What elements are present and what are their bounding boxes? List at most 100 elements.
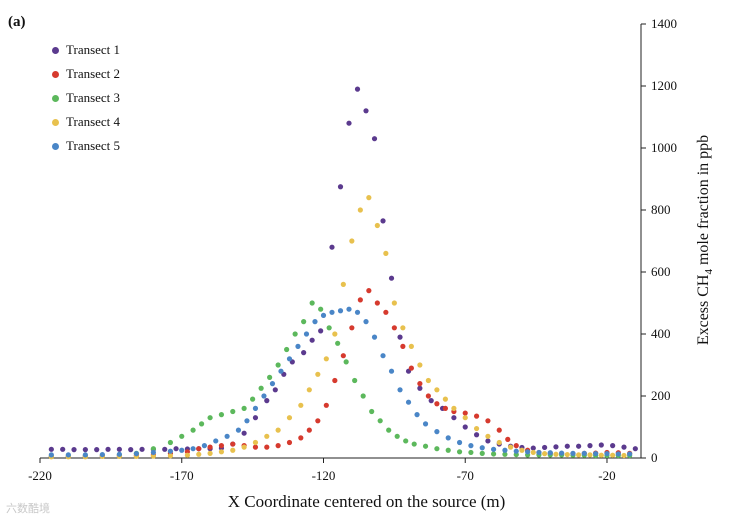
- y-tick-label: 1400: [651, 16, 677, 31]
- data-point: [196, 451, 202, 457]
- data-point: [564, 443, 570, 449]
- data-point: [82, 447, 88, 453]
- data-point: [502, 447, 508, 453]
- data-point: [456, 449, 463, 455]
- data-point: [340, 353, 346, 359]
- data-point: [408, 343, 414, 349]
- data-point: [278, 368, 284, 374]
- data-point: [94, 447, 100, 453]
- data-point: [374, 300, 380, 306]
- data-point: [167, 439, 174, 446]
- data-point: [343, 359, 349, 365]
- data-point: [357, 207, 363, 213]
- data-point: [610, 443, 616, 449]
- data-point: [241, 444, 247, 450]
- plot-area-frame: [40, 24, 641, 458]
- data-point: [627, 451, 633, 457]
- data-point: [286, 439, 293, 446]
- y-tick-label: 600: [651, 264, 671, 279]
- x-axis-label: X Coordinate centered on the source (m): [227, 492, 506, 511]
- data-point: [349, 325, 355, 331]
- panel-label: (a): [8, 14, 26, 30]
- data-point: [383, 309, 389, 315]
- data-point: [196, 446, 202, 452]
- data-point: [315, 371, 321, 377]
- x-tick-label: -220: [28, 468, 52, 483]
- data-point: [352, 377, 358, 384]
- data-point: [542, 451, 548, 457]
- data-point: [269, 381, 276, 387]
- data-point: [422, 421, 429, 427]
- y-axis-label-after: mole fraction in ppb: [694, 134, 712, 270]
- data-point: [346, 120, 352, 126]
- data-point: [318, 328, 324, 334]
- data-point: [513, 448, 519, 454]
- data-point: [230, 447, 236, 453]
- data-point: [48, 452, 54, 458]
- data-point: [369, 408, 375, 415]
- data-point: [485, 418, 491, 424]
- data-point: [490, 446, 497, 452]
- series-transect-5: [48, 306, 633, 458]
- data-point: [405, 399, 412, 405]
- data-point: [397, 334, 403, 340]
- data-point: [198, 421, 205, 427]
- data-point: [490, 451, 497, 457]
- data-point: [417, 381, 423, 387]
- data-point: [473, 432, 480, 438]
- data-point: [542, 444, 548, 451]
- data-point: [252, 415, 259, 421]
- legend-marker: [52, 94, 59, 102]
- data-point: [301, 350, 307, 356]
- y-tick-label: 200: [651, 388, 671, 403]
- y-tick-label: 1000: [651, 140, 677, 155]
- data-point: [383, 250, 389, 256]
- data-point: [286, 356, 293, 362]
- legend-label: Transect 2: [66, 66, 121, 81]
- series-transect-4: [48, 195, 627, 460]
- data-point: [451, 415, 457, 421]
- data-point: [284, 346, 290, 353]
- legend-marker: [52, 142, 59, 150]
- data-point: [485, 433, 491, 439]
- data-point: [207, 415, 213, 421]
- data-point: [397, 387, 403, 393]
- data-point: [525, 449, 531, 455]
- data-point: [425, 377, 431, 384]
- data-point: [371, 136, 378, 142]
- data-point: [230, 441, 236, 447]
- data-point: [360, 393, 366, 399]
- data-point: [366, 288, 372, 294]
- data-point: [400, 325, 406, 331]
- data-point: [570, 450, 576, 456]
- data-point: [434, 387, 440, 393]
- data-point: [559, 450, 565, 456]
- y-tick-label: 1200: [651, 78, 677, 93]
- data-point: [275, 362, 281, 368]
- y-tick-label: 0: [651, 450, 658, 465]
- x-ticks: -220 -170 -120 -70 -20: [28, 458, 616, 483]
- data-point: [442, 405, 448, 411]
- y-ticks: 0 200 400 600 800 1000 1200 1400: [641, 16, 677, 465]
- data-point: [496, 427, 502, 433]
- series-transect-3: [48, 300, 633, 460]
- data-point: [315, 418, 321, 424]
- data-point: [553, 451, 559, 457]
- legend-marker: [52, 70, 59, 78]
- data-point: [434, 401, 440, 407]
- data-point: [116, 451, 122, 457]
- data-point: [363, 108, 369, 114]
- data-point: [261, 393, 267, 399]
- y-axis-label-before: Excess CH: [694, 274, 712, 346]
- data-point: [468, 443, 474, 449]
- data-point: [230, 408, 236, 415]
- data-point: [357, 297, 363, 303]
- data-point: [179, 447, 185, 453]
- data-point: [371, 334, 378, 340]
- data-point: [309, 300, 315, 306]
- data-point: [536, 449, 542, 456]
- data-point: [530, 445, 536, 451]
- data-point: [272, 387, 278, 393]
- data-point: [332, 377, 338, 384]
